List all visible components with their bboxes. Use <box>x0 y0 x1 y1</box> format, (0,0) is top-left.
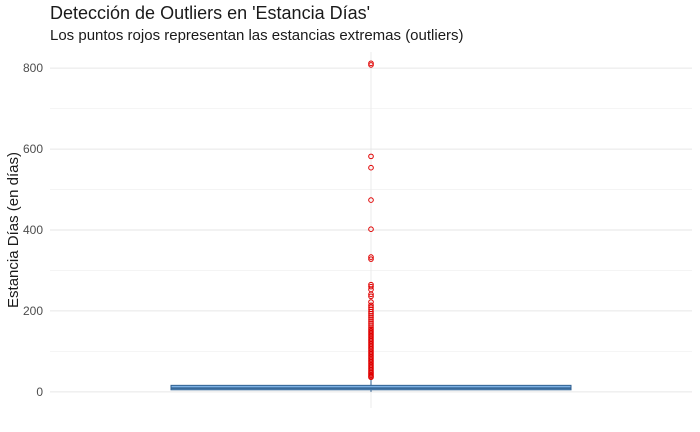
y-tick-label: 400 <box>23 223 43 237</box>
outlier-point <box>368 283 374 290</box>
outlier-point <box>368 62 374 68</box>
chart-subtitle: Los puntos rojos representan las estanci… <box>50 27 464 44</box>
chart-title: Detección de Outliers en 'Estancia Días' <box>50 3 370 23</box>
outlier-point <box>368 197 374 203</box>
outlier-point <box>368 164 374 171</box>
outlier-point <box>368 293 374 300</box>
y-tick-label: 600 <box>23 142 43 156</box>
outlier-point <box>368 291 374 298</box>
y-tick-label: 0 <box>36 385 43 399</box>
outlier-point <box>368 60 374 67</box>
outlier-point <box>368 308 374 315</box>
outlier-point <box>368 323 374 329</box>
outlier-point <box>368 312 374 319</box>
outlier-point <box>368 319 374 325</box>
outlier-points <box>368 60 374 381</box>
outlier-point <box>368 299 374 305</box>
outlier-point <box>368 374 374 381</box>
outlier-point <box>368 153 374 160</box>
outlier-point <box>368 321 374 327</box>
y-tick-label: 200 <box>23 304 43 318</box>
boxplot <box>170 378 572 392</box>
y-tick-label: 800 <box>23 61 43 75</box>
outlier-point <box>368 256 374 262</box>
outlier-point <box>368 226 374 232</box>
outlier-point <box>368 310 374 317</box>
outlier-point <box>368 317 374 323</box>
outlier-point <box>368 367 374 373</box>
y-axis-ticks: 0 200 400 600 800 <box>23 61 43 399</box>
outlier-point <box>368 302 374 309</box>
outlier-point <box>368 314 374 321</box>
outlier-point <box>368 254 374 260</box>
y-axis-label: Estancia Días (en días) <box>5 152 22 308</box>
